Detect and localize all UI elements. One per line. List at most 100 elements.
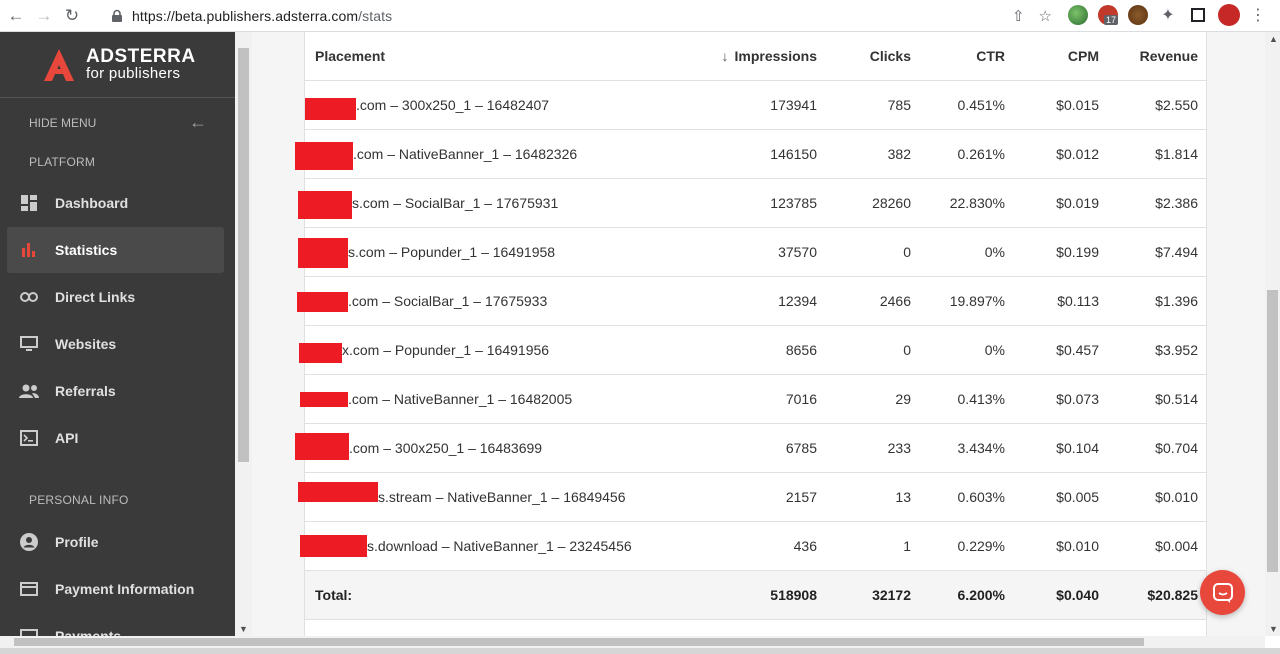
table-row[interactable]: .com – NativeBanner_1 – 16482326 146150 38… bbox=[295, 130, 1206, 179]
profile-avatar[interactable] bbox=[1218, 4, 1240, 26]
sidebar-item-websites[interactable]: Websites bbox=[7, 321, 224, 367]
sidebar-scrollbar-thumb[interactable] bbox=[238, 48, 249, 462]
cell-cpm: $0.005 bbox=[1056, 489, 1099, 505]
brand-logo[interactable]: ADSTERRA for publishers bbox=[0, 32, 235, 98]
table-row[interactable]: s.com – Popunder_1 – 16491958 37570 0 0% $0.… bbox=[298, 228, 1206, 277]
cell-revenue: $3.952 bbox=[1155, 342, 1198, 358]
sort-descending-icon: ↓ bbox=[721, 48, 729, 64]
cookie-extension-icon[interactable] bbox=[1128, 5, 1148, 25]
hide-menu-toggle[interactable]: HIDE MENU ← bbox=[29, 113, 207, 131]
cell-impressions: 2157 bbox=[785, 489, 817, 505]
globe-extension-icon[interactable] bbox=[1068, 5, 1088, 25]
column-header-cpm[interactable]: CPM bbox=[1067, 48, 1099, 64]
column-header-ctr[interactable]: CTR bbox=[976, 48, 1005, 64]
total-label: Total: bbox=[315, 587, 353, 603]
sidebar-item-label: Payment Information bbox=[55, 581, 195, 597]
puzzle-icon[interactable]: ✦ bbox=[1161, 7, 1175, 24]
sidebar-item-dashboard[interactable]: Dashboard bbox=[7, 180, 224, 226]
table-row[interactable]: .com – NativeBanner_1 – 16482005 7016 29 0.… bbox=[300, 375, 1206, 424]
cell-cpm: $0.104 bbox=[1056, 440, 1099, 456]
table-row[interactable]: s.stream – NativeBanner_1 – 16849456 2157… bbox=[298, 473, 1206, 522]
page-scrollbar-thumb[interactable] bbox=[1267, 290, 1278, 572]
account-circle-icon bbox=[19, 532, 39, 552]
table-row[interactable]: .com – 300x250_1 – 16483699 6785 233 3.434%… bbox=[295, 424, 1206, 473]
redaction-box bbox=[295, 433, 349, 460]
cell-cpm: $0.457 bbox=[1056, 342, 1099, 358]
page-scrollbar[interactable]: ▲ ▼ bbox=[1265, 32, 1280, 636]
table-row[interactable]: s.com – SocialBar_1 – 17675931 123785 2826… bbox=[298, 179, 1206, 228]
cell-placement: .com – 300x250_1 – 16483699 bbox=[349, 440, 543, 456]
table-row[interactable]: .com – SocialBar_1 – 17675933 12394 2466 19… bbox=[297, 277, 1206, 326]
url-path: /stats bbox=[358, 8, 393, 24]
cell-placement: s.com – SocialBar_1 – 17675931 bbox=[352, 195, 559, 211]
reload-icon[interactable]: ↻ bbox=[64, 5, 80, 25]
column-header-placement[interactable]: Placement bbox=[315, 48, 386, 64]
cell-impressions: 123785 bbox=[770, 195, 817, 211]
chat-support-button[interactable] bbox=[1200, 570, 1245, 615]
sidebar-item-api[interactable]: API bbox=[7, 415, 224, 461]
sidebar-item-label: API bbox=[55, 430, 79, 446]
extensions-bar: 17 ✦ ⋮ bbox=[1068, 4, 1266, 26]
total-clicks: 32172 bbox=[872, 587, 911, 603]
scroll-down-arrow-icon[interactable]: ▼ bbox=[1269, 624, 1278, 634]
cell-revenue: $0.010 bbox=[1155, 489, 1198, 505]
bookmark-star-icon[interactable]: ☆ bbox=[1038, 8, 1052, 25]
taskbar-strip bbox=[0, 648, 1280, 654]
brand-subtitle: for publishers bbox=[86, 64, 181, 82]
table-header-row: Placement ↓ Impressions Clicks CTR CPM R… bbox=[305, 32, 1206, 81]
adblock-extension-icon[interactable]: 17 bbox=[1098, 5, 1119, 25]
terminal-icon bbox=[19, 428, 39, 448]
cell-revenue: $7.494 bbox=[1155, 244, 1198, 260]
redaction-box bbox=[298, 482, 378, 502]
column-header-impressions[interactable]: ↓ Impressions bbox=[722, 32, 817, 80]
table-row[interactable]: s.download – NativeBanner_1 – 23245456 43… bbox=[300, 522, 1206, 571]
cell-impressions: 6785 bbox=[785, 440, 817, 456]
cell-impressions: 173941 bbox=[770, 97, 817, 113]
cell-cpm: $0.010 bbox=[1056, 538, 1099, 554]
horizontal-scrollbar[interactable] bbox=[0, 636, 1265, 648]
kebab-menu-icon[interactable]: ⋮ bbox=[1250, 7, 1266, 24]
column-header-revenue[interactable]: Revenue bbox=[1139, 48, 1198, 64]
cell-placement: .com – NativeBanner_1 – 16482326 bbox=[353, 146, 578, 162]
cell-clicks: 29 bbox=[895, 391, 911, 407]
sidebar-item-profile[interactable]: Profile bbox=[7, 519, 224, 565]
sidebar-item-payment-information[interactable]: Payment Information bbox=[7, 566, 224, 612]
bar-chart-icon bbox=[19, 240, 39, 260]
share-icon[interactable]: ⇧ bbox=[1011, 8, 1025, 25]
browser-toolbar: ← → ↻ https://beta.publishers.adsterra.c… bbox=[0, 0, 1280, 32]
total-revenue: $20.825 bbox=[1147, 587, 1198, 603]
platform-section-label: PLATFORM bbox=[29, 155, 96, 169]
column-header-clicks[interactable]: Clicks bbox=[869, 48, 911, 64]
sidebar-scrollbar[interactable]: ▼ bbox=[235, 32, 252, 636]
url-text: https://beta.publishers.adsterra.com/sta… bbox=[132, 8, 392, 24]
cell-ctr: 0.261% bbox=[957, 146, 1005, 162]
address-bar[interactable]: https://beta.publishers.adsterra.com/sta… bbox=[100, 3, 1062, 29]
redaction-box bbox=[298, 191, 352, 219]
total-ctr: 6.200% bbox=[957, 587, 1005, 603]
cell-impressions: 37570 bbox=[778, 244, 817, 260]
lock-icon bbox=[112, 9, 122, 22]
people-icon bbox=[19, 381, 39, 401]
forward-icon[interactable]: → bbox=[35, 5, 53, 25]
scroll-down-arrow-icon[interactable]: ▼ bbox=[239, 624, 248, 634]
scroll-up-arrow-icon[interactable]: ▲ bbox=[1269, 34, 1278, 44]
sidebar-item-label: Websites bbox=[55, 336, 117, 352]
cell-revenue: $0.704 bbox=[1155, 440, 1198, 456]
table-row[interactable]: .com – 300x250_1 – 16482407 173941 785 0.45… bbox=[305, 81, 1206, 130]
personal-info-section-label: PERSONAL INFO bbox=[29, 493, 129, 507]
horizontal-scrollbar-thumb[interactable] bbox=[14, 638, 1144, 646]
cell-cpm: $0.073 bbox=[1056, 391, 1099, 407]
sidebar-item-referrals[interactable]: Referrals bbox=[7, 368, 224, 414]
side-panel-icon[interactable] bbox=[1191, 8, 1205, 22]
sidebar-item-direct-links[interactable]: Direct Links bbox=[7, 274, 224, 320]
cell-impressions: 436 bbox=[793, 538, 817, 554]
cell-revenue: $2.550 bbox=[1155, 97, 1198, 113]
cell-cpm: $0.113 bbox=[1057, 293, 1099, 309]
table-row[interactable]: x.com – Popunder_1 – 16491956 8656 0 0% $0.4… bbox=[299, 326, 1206, 375]
back-icon[interactable]: ← bbox=[7, 5, 25, 25]
cell-clicks: 233 bbox=[887, 440, 911, 456]
cell-clicks: 1 bbox=[903, 538, 911, 554]
cell-ctr: 0.603% bbox=[957, 489, 1005, 505]
cell-ctr: 0% bbox=[984, 244, 1005, 260]
sidebar-item-statistics[interactable]: Statistics bbox=[7, 227, 224, 273]
